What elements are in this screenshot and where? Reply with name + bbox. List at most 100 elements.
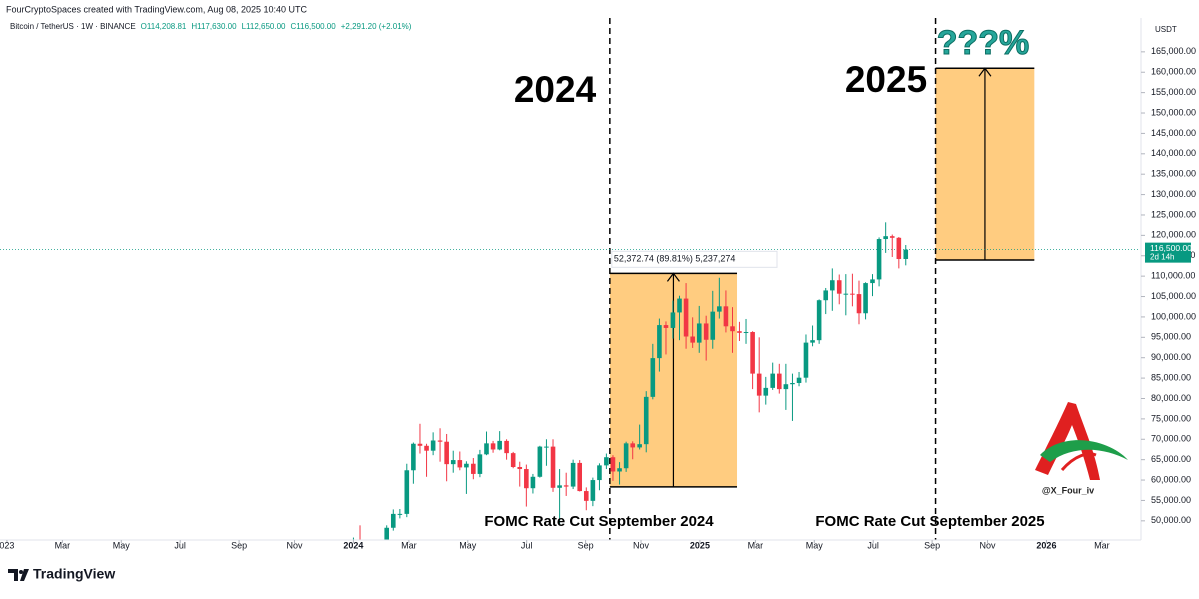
candle-body — [450, 460, 456, 465]
range-label: 52,372.74 (89.81%) 5,237,274 — [614, 254, 736, 264]
candle-body — [610, 457, 616, 472]
x-tick-label: 023 — [0, 540, 14, 550]
candle-body — [537, 446, 543, 477]
candle-body — [457, 460, 463, 468]
candle-body — [756, 373, 762, 396]
logo — [1035, 402, 1128, 480]
countdown: 2d 14h — [1150, 253, 1174, 262]
candle-body — [650, 358, 656, 397]
brand-logo — [8, 569, 29, 581]
candle-body — [490, 443, 496, 450]
candle-body — [637, 444, 642, 448]
candle-body — [883, 236, 888, 240]
candle-body — [563, 485, 569, 487]
header-field: C116,500.00 — [290, 22, 336, 31]
candle-body — [903, 249, 909, 259]
candle-body — [577, 462, 583, 492]
candle-body — [411, 443, 416, 471]
y-tick-label: 85,000.00 — [1151, 372, 1191, 382]
y-tick-label: 150,000.00 — [1151, 107, 1196, 117]
candle-body — [730, 326, 735, 332]
x-tick-label: Mar — [748, 540, 764, 550]
candle-body — [517, 467, 523, 470]
candle-body — [743, 332, 749, 334]
candle-body — [737, 331, 742, 333]
y-tick-label: 160,000.00 — [1151, 67, 1196, 77]
candle-body — [590, 480, 596, 501]
candle-body — [870, 279, 875, 284]
candle-body — [710, 311, 716, 340]
y-tick-label: 60,000.00 — [1151, 474, 1191, 484]
candle-body — [796, 377, 802, 383]
candle-body — [557, 485, 562, 488]
y-tick-label: 55,000.00 — [1151, 495, 1191, 505]
y-tick-label: 130,000.00 — [1151, 189, 1196, 199]
arrow-head — [978, 67, 992, 77]
y-tick-label: 165,000.00 — [1151, 46, 1196, 56]
candle-body — [630, 443, 636, 448]
y-tick-label: 135,000.00 — [1151, 169, 1196, 179]
y-tick-label: 75,000.00 — [1151, 413, 1191, 423]
candle-body — [889, 236, 895, 238]
arrow-head — [666, 272, 680, 282]
x-tick-label: Sep — [578, 540, 594, 550]
candle-body — [823, 290, 829, 301]
candle-body — [683, 298, 689, 337]
plot-area: 52,372.74 (89.81%) 5,237,274 — [0, 18, 1140, 556]
candle-body — [836, 280, 842, 294]
candle-body — [830, 280, 835, 291]
y-tick-label: 90,000.00 — [1151, 352, 1191, 362]
candle-body — [876, 239, 882, 280]
x-tick-label: Jul — [174, 540, 186, 550]
header-field: Bitcoin / TetherUS · 1W · BINANCE — [10, 22, 136, 31]
candle-body — [703, 323, 709, 340]
x-tick-label: Nov — [287, 540, 304, 550]
candle-body — [550, 446, 556, 488]
x-tick-label: May — [459, 540, 477, 550]
candle-body — [497, 440, 502, 450]
x-tick-label: May — [806, 540, 824, 550]
candle-body — [471, 463, 476, 474]
candle-body — [397, 513, 403, 515]
candle-body — [643, 396, 649, 445]
candle-body — [604, 457, 609, 466]
annotation: FOMC Rate Cut September 2024 — [484, 513, 714, 530]
candle-body — [663, 325, 669, 328]
candle-body — [810, 340, 815, 343]
last-price-label: 116,500.00 — [1150, 243, 1192, 253]
candle-body — [371, 553, 376, 555]
x-tick-label: Mar — [401, 540, 417, 550]
candle-body — [437, 440, 443, 442]
candle-body — [424, 445, 429, 451]
x-tick-label: Sep — [924, 540, 940, 550]
candle-body — [444, 441, 449, 465]
y-tick-label: 80,000.00 — [1151, 393, 1191, 403]
header-field: H117,630.00 — [191, 22, 237, 31]
candle-body — [617, 468, 622, 472]
candle-body — [378, 551, 383, 553]
annotation: FOMC Rate Cut September 2025 — [815, 513, 1044, 530]
y-tick-label: 125,000.00 — [1151, 209, 1196, 219]
header-field: O114,208.81 — [141, 22, 187, 31]
currency: USDT — [1155, 25, 1177, 34]
candle-body — [783, 384, 789, 390]
header-field: L112,650.00 — [242, 22, 286, 31]
candle-body — [850, 293, 855, 295]
candle-body — [816, 300, 822, 341]
candle-body — [803, 342, 809, 378]
y-tick-label: 110,000.00 — [1151, 271, 1195, 281]
x-tick-label: Jul — [867, 540, 879, 550]
header-field: +2,291.20 (+2.01%) — [341, 22, 412, 31]
candle-body — [690, 336, 695, 343]
candle-body — [384, 527, 389, 540]
candle-body — [364, 555, 369, 556]
candle-body — [544, 446, 549, 448]
y-tick-label: 70,000.00 — [1151, 434, 1191, 444]
candle-body — [763, 387, 769, 396]
candle-body — [510, 453, 516, 468]
annotation: 2025 — [845, 59, 927, 100]
y-tick-label: 145,000.00 — [1151, 128, 1196, 138]
candle-body — [404, 470, 410, 514]
candle-body — [776, 373, 782, 390]
y-tick-label: 105,000.00 — [1151, 291, 1196, 301]
